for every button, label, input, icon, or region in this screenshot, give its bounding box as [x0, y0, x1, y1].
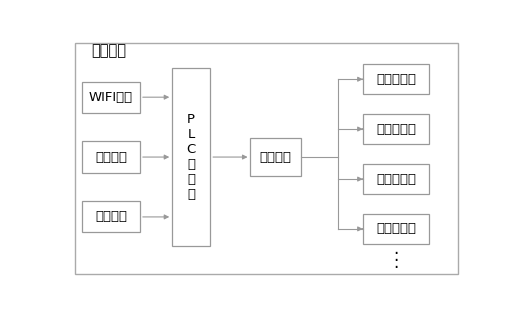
Bar — [363, 114, 429, 144]
Text: 智能搅面机: 智能搅面机 — [376, 123, 416, 136]
Text: 智能炒菜机: 智能炒菜机 — [376, 222, 416, 235]
Text: ·: · — [393, 252, 398, 270]
Text: P
L
C
控
制
箱: P L C 控 制 箱 — [186, 113, 196, 201]
Text: 智能煲汤机: 智能煲汤机 — [376, 173, 416, 186]
Text: 电源开关: 电源开关 — [260, 151, 292, 164]
Bar — [82, 201, 140, 233]
Bar — [82, 81, 140, 113]
Bar — [363, 214, 429, 244]
Text: 控制系统: 控制系统 — [91, 43, 126, 58]
Bar — [250, 138, 300, 176]
Text: 蓝牙模块: 蓝牙模块 — [95, 151, 127, 164]
Text: WIFI模块: WIFI模块 — [89, 91, 133, 104]
Text: ·: · — [393, 259, 398, 277]
Bar — [82, 142, 140, 173]
Bar — [363, 64, 429, 94]
Bar — [172, 68, 210, 246]
Text: 智能碎肉机: 智能碎肉机 — [376, 73, 416, 86]
Text: ·: · — [393, 245, 398, 263]
Text: 红外模块: 红外模块 — [95, 211, 127, 223]
Bar — [363, 164, 429, 194]
